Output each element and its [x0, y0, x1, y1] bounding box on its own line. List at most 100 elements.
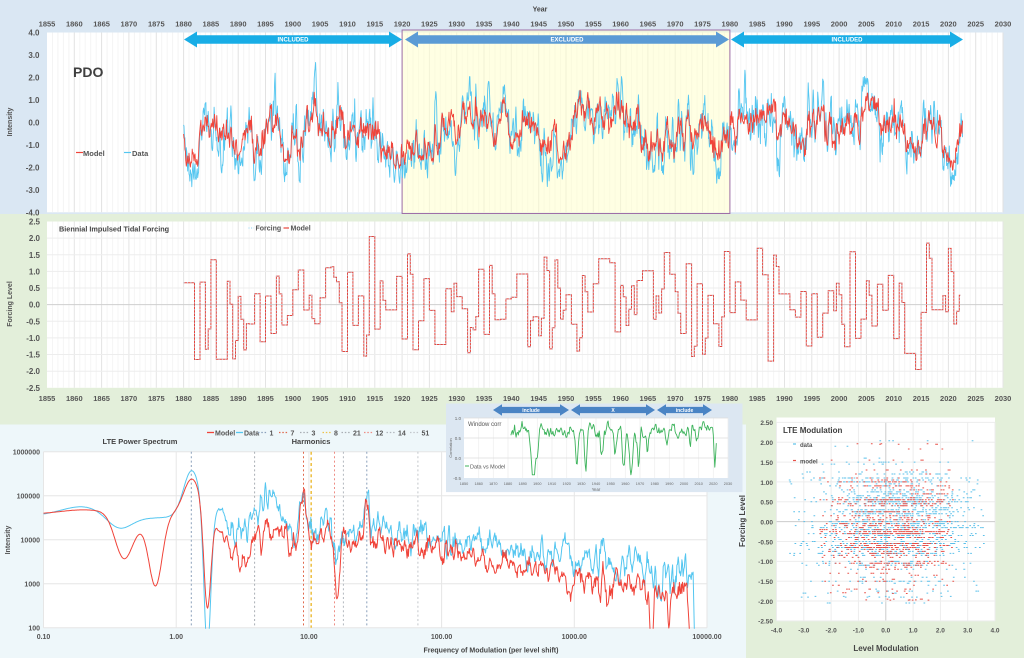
- svg-text:1885: 1885: [203, 394, 220, 403]
- svg-text:2010: 2010: [885, 19, 902, 28]
- svg-text:Forcing Level: Forcing Level: [7, 281, 14, 327]
- svg-text:Biennial Impulsed Tidal Forcin: Biennial Impulsed Tidal Forcing: [59, 225, 169, 234]
- svg-text:-1.00: -1.00: [758, 559, 773, 566]
- svg-text:2015: 2015: [913, 394, 930, 403]
- svg-text:100.00: 100.00: [431, 634, 453, 641]
- svg-text:1915: 1915: [366, 394, 383, 403]
- svg-text:Forcing Level: Forcing Level: [738, 495, 747, 547]
- svg-text:2000: 2000: [831, 19, 848, 28]
- svg-text:2005: 2005: [858, 394, 875, 403]
- svg-text:100: 100: [28, 626, 40, 633]
- svg-text:LTE Modulation: LTE Modulation: [783, 426, 843, 435]
- svg-text:1980: 1980: [722, 394, 739, 403]
- svg-text:2010: 2010: [885, 394, 902, 403]
- svg-text:1000.00: 1000.00: [562, 634, 587, 641]
- svg-text:1910: 1910: [548, 482, 556, 486]
- svg-text:2010: 2010: [694, 482, 702, 486]
- svg-text:1865: 1865: [93, 394, 110, 403]
- svg-text:4.0: 4.0: [28, 29, 40, 38]
- svg-text:Level Modulation: Level Modulation: [853, 644, 918, 653]
- svg-text:2.0: 2.0: [28, 74, 40, 83]
- svg-text:4.0: 4.0: [990, 628, 999, 635]
- svg-text:1880: 1880: [175, 394, 192, 403]
- svg-text:1965: 1965: [640, 19, 657, 28]
- svg-text:12: 12: [376, 431, 384, 438]
- svg-text:INCLUDED: INCLUDED: [278, 38, 310, 44]
- svg-text:-1.50: -1.50: [758, 579, 773, 586]
- svg-text:Correlation: Correlation: [448, 438, 453, 458]
- svg-text:1910: 1910: [339, 19, 356, 28]
- svg-text:1860: 1860: [66, 19, 83, 28]
- svg-text:-2.0: -2.0: [825, 628, 837, 635]
- svg-text:2020: 2020: [940, 19, 957, 28]
- svg-text:1900: 1900: [284, 394, 301, 403]
- svg-text:-0.5: -0.5: [453, 476, 461, 481]
- svg-text:EXCLUDED: EXCLUDED: [550, 38, 584, 44]
- svg-text:8: 8: [334, 431, 338, 438]
- svg-text:1885: 1885: [203, 19, 220, 28]
- svg-text:1860: 1860: [474, 482, 482, 486]
- svg-text:1850: 1850: [460, 482, 468, 486]
- svg-text:0.50: 0.50: [760, 500, 773, 507]
- svg-text:1950: 1950: [606, 482, 614, 486]
- svg-text:1895: 1895: [257, 19, 274, 28]
- svg-text:-2.0: -2.0: [26, 163, 40, 172]
- svg-text:51: 51: [422, 431, 430, 438]
- svg-text:-1.0: -1.0: [26, 334, 40, 343]
- svg-text:Harmonics: Harmonics: [292, 437, 331, 446]
- svg-text:1.50: 1.50: [760, 460, 773, 467]
- svg-text:-0.50: -0.50: [758, 539, 773, 546]
- svg-text:1.5: 1.5: [29, 251, 41, 260]
- svg-text:-1.0: -1.0: [853, 628, 865, 635]
- svg-text:1915: 1915: [366, 19, 383, 28]
- svg-text:Frequency of Modulation (per l: Frequency of Modulation (per level shift…: [424, 648, 559, 655]
- svg-text:1920: 1920: [562, 482, 570, 486]
- svg-text:3.0: 3.0: [963, 628, 972, 635]
- svg-text:2020: 2020: [709, 482, 717, 486]
- svg-text:Data: Data: [132, 149, 149, 158]
- svg-text:1940: 1940: [503, 394, 520, 403]
- svg-text:include: include: [522, 408, 540, 414]
- svg-text:LTE Power Spectrum: LTE Power Spectrum: [103, 437, 178, 446]
- svg-text:2030: 2030: [995, 394, 1012, 403]
- svg-text:100000: 100000: [17, 494, 40, 501]
- svg-text:2025: 2025: [967, 19, 984, 28]
- svg-text:1990: 1990: [776, 19, 793, 28]
- svg-text:10000: 10000: [21, 538, 41, 545]
- svg-text:0.00: 0.00: [760, 519, 773, 526]
- svg-text:1995: 1995: [803, 394, 820, 403]
- svg-text:-0.5: -0.5: [26, 317, 40, 326]
- svg-text:1900: 1900: [284, 19, 301, 28]
- svg-text:3: 3: [312, 431, 316, 438]
- svg-text:2030: 2030: [724, 482, 732, 486]
- svg-text:1960: 1960: [621, 482, 629, 486]
- svg-text:1890: 1890: [230, 394, 247, 403]
- svg-text:2000: 2000: [680, 482, 688, 486]
- svg-text:1980: 1980: [722, 19, 739, 28]
- svg-text:1990: 1990: [665, 482, 673, 486]
- svg-text:1910: 1910: [339, 394, 356, 403]
- svg-text:data: data: [800, 443, 813, 449]
- svg-text:1865: 1865: [93, 19, 110, 28]
- svg-text:2000: 2000: [831, 394, 848, 403]
- svg-text:1945: 1945: [530, 19, 547, 28]
- svg-text:1995: 1995: [803, 19, 820, 28]
- svg-text:1920: 1920: [394, 394, 411, 403]
- svg-text:1925: 1925: [421, 394, 438, 403]
- svg-text:-1.0: -1.0: [26, 141, 40, 150]
- svg-text:0.5: 0.5: [29, 284, 41, 293]
- svg-text:1855: 1855: [39, 19, 56, 28]
- svg-text:1975: 1975: [694, 19, 711, 28]
- svg-text:2030: 2030: [995, 19, 1012, 28]
- svg-text:-4.0: -4.0: [26, 208, 40, 217]
- svg-text:2.0: 2.0: [936, 628, 945, 635]
- svg-text:2.50: 2.50: [760, 420, 773, 427]
- svg-text:1920: 1920: [394, 19, 411, 28]
- svg-text:10.00: 10.00: [300, 634, 318, 641]
- svg-text:1.0: 1.0: [909, 628, 918, 635]
- svg-text:1855: 1855: [39, 394, 56, 403]
- svg-text:-4.0: -4.0: [771, 628, 783, 635]
- svg-text:PDO: PDO: [73, 64, 103, 80]
- svg-text:Intensity: Intensity: [7, 108, 14, 137]
- svg-text:-2.00: -2.00: [758, 599, 773, 606]
